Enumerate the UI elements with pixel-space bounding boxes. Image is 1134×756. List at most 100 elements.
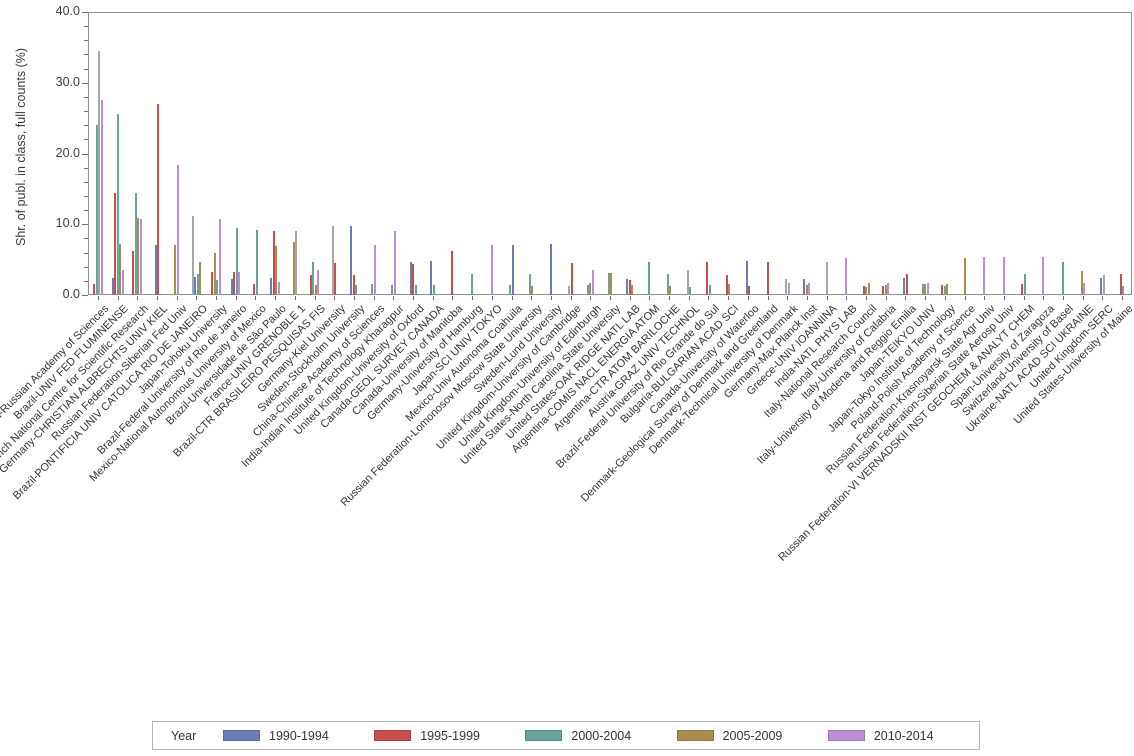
x-tick [944, 296, 946, 300]
x-tick [235, 296, 237, 300]
bar-1995-1999 [748, 285, 751, 295]
bar-1995-1999 [451, 251, 454, 295]
x-tick [964, 296, 966, 300]
x-tick [1003, 296, 1005, 300]
bar-2000-2004 [509, 285, 512, 295]
y-tick-minor [84, 26, 88, 28]
y-tick-minor [84, 139, 88, 141]
y-tick-minor [84, 195, 88, 197]
x-tick [393, 296, 395, 300]
x-tick [334, 296, 336, 300]
bar-2010-2014 [218, 218, 221, 295]
bar-1995-1999 [882, 285, 885, 295]
x-tick [196, 296, 198, 300]
bar-1995-1999 [309, 275, 312, 295]
y-tick-minor [84, 167, 88, 169]
x-tick [649, 296, 651, 300]
bar-2000-2004 [471, 274, 474, 295]
bar-1990-1994 [111, 278, 114, 295]
x-tick [373, 296, 375, 300]
x-tick [1082, 296, 1084, 300]
bar-2010-2014 [139, 218, 142, 295]
legend-item: 1990-1994 [223, 729, 374, 743]
bar-1990-1994 [350, 226, 353, 295]
x-tick [1023, 296, 1025, 300]
legend-swatch-icon [676, 730, 714, 741]
y-tick-label: 30.0 [55, 74, 80, 89]
bar-1995-1999 [941, 285, 944, 295]
bar-1990-1994 [409, 262, 412, 295]
y-axis-title: Shr. of publ. in class, full counts (%) [14, 48, 28, 247]
x-tick [156, 296, 158, 300]
bar-2010-2014 [1042, 256, 1045, 295]
bar-2010-2014 [983, 256, 986, 295]
bar-2010-2014 [1002, 256, 1005, 295]
x-tick [353, 296, 355, 300]
x-tick [97, 296, 99, 300]
legend-swatch-icon [827, 730, 865, 741]
x-tick [669, 296, 671, 300]
legend-title: Year [171, 728, 197, 743]
bar-unlabeled-gray [191, 215, 194, 295]
bar-2010-2014 [373, 244, 376, 295]
bar-2000-2004 [95, 125, 98, 295]
x-tick [767, 296, 769, 300]
bar-2005-2009 [963, 257, 966, 295]
bar-2005-2009 [669, 285, 672, 295]
bar-1995-1999 [272, 231, 275, 295]
bar-2000-2004 [921, 284, 924, 295]
bar-1995-1999 [905, 274, 908, 295]
x-tick [1043, 296, 1045, 300]
x-tick [1063, 296, 1065, 300]
bar-1990-1994 [745, 261, 748, 295]
x-tick [905, 296, 907, 300]
bar-1990-1994 [626, 278, 629, 295]
bar-1995-1999 [570, 263, 573, 295]
x-tick [511, 296, 513, 300]
x-tick [806, 296, 808, 300]
bar-1990-1994 [511, 245, 514, 295]
bar-2000-2004 [255, 229, 258, 295]
bar-2005-2009 [199, 261, 202, 295]
bar-2000-2004 [666, 274, 669, 295]
bar-2005-2009 [292, 241, 295, 295]
x-tick [216, 296, 218, 300]
bar-unlabeled-gray [98, 50, 101, 295]
x-tick [610, 296, 611, 300]
bar-2010-2014 [490, 244, 493, 295]
bar-2010-2014 [317, 270, 320, 295]
bar-2000-2004 [116, 113, 119, 295]
bar-2000-2004 [432, 285, 435, 295]
bar-2000-2004 [1023, 274, 1026, 295]
bar-2005-2009 [314, 285, 317, 295]
bar-2005-2009 [631, 285, 634, 295]
bar-1995-1999 [93, 284, 96, 295]
y-tick-minor [84, 96, 88, 98]
bar-1995-1999 [157, 103, 160, 295]
bar-2000-2004 [943, 285, 946, 295]
bar-1990-1994 [194, 276, 197, 295]
bar-2005-2009 [531, 285, 534, 295]
bar-1995-1999 [1021, 284, 1024, 295]
x-tick [688, 296, 690, 300]
y-tick-minor [84, 210, 88, 212]
x-tick [708, 296, 710, 300]
bar-2010-2014 [926, 282, 929, 295]
bar-2010-2014 [100, 99, 103, 295]
bar-2005-2009 [174, 245, 177, 295]
y-tick-label: 20.0 [55, 145, 80, 160]
x-tick [255, 296, 257, 300]
bar-1990-1994 [903, 278, 906, 295]
bar-2005-2009 [275, 246, 278, 295]
bar-2010-2014 [787, 282, 790, 295]
x-tick [137, 296, 139, 300]
bar-2005-2009 [867, 282, 870, 295]
bar-2005-2009 [137, 217, 140, 295]
x-tick [570, 296, 572, 300]
y-tick-minor [84, 280, 88, 282]
bar-2010-2014 [887, 282, 890, 295]
bar-2000-2004 [355, 285, 358, 295]
legend-label: 2005-2009 [722, 728, 783, 743]
bar-2010-2014 [393, 231, 396, 295]
y-tick-minor [84, 54, 88, 56]
